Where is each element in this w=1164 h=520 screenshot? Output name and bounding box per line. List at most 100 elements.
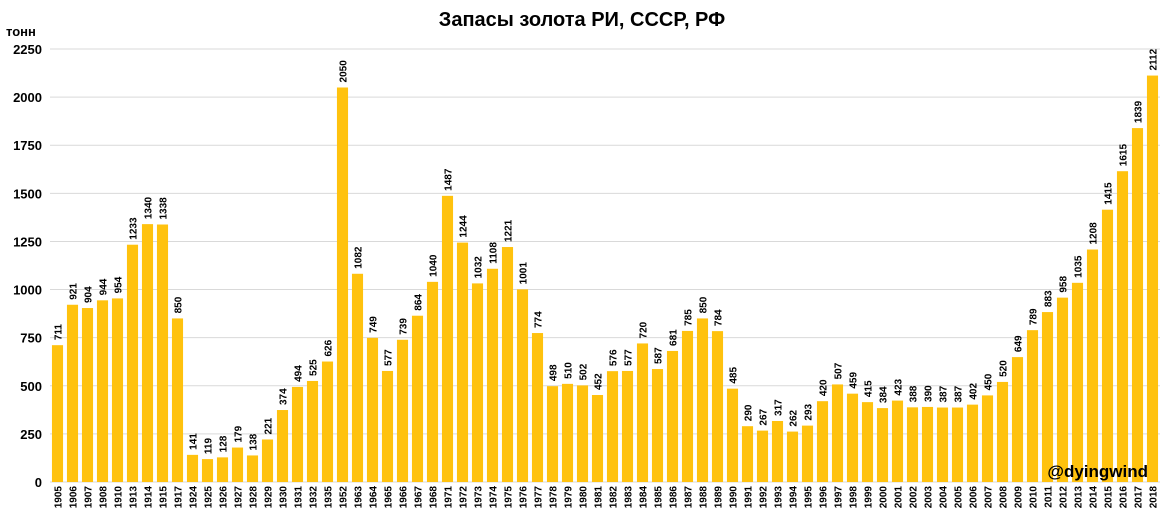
bar — [81, 308, 94, 482]
x-tick-label: 1924 — [189, 486, 200, 509]
bar — [606, 371, 619, 482]
bar — [186, 454, 199, 482]
bar — [1086, 249, 1099, 482]
data-label: 119 — [204, 438, 215, 455]
x-tick-label: 2007 — [984, 486, 995, 509]
data-label: 390 — [924, 385, 935, 402]
x-tick-label: 1983 — [624, 486, 635, 509]
x-tick-label: 2001 — [894, 486, 905, 509]
x-tick-label: 2015 — [1104, 486, 1115, 509]
x-tick-label: 1931 — [294, 486, 305, 509]
bar — [726, 388, 739, 482]
bar — [486, 268, 499, 482]
y-tick-label: 1000 — [13, 283, 42, 298]
data-label: 1233 — [129, 217, 140, 240]
bar — [621, 370, 634, 482]
data-label: 128 — [219, 435, 230, 452]
bar — [1146, 75, 1159, 482]
x-tick-label: 1974 — [489, 486, 500, 509]
bar — [681, 330, 694, 482]
bar — [801, 425, 814, 482]
data-label: 262 — [789, 409, 800, 426]
x-tick-label: 1999 — [864, 486, 875, 509]
bar — [741, 426, 754, 482]
bar — [771, 420, 784, 482]
data-label: 711 — [54, 324, 65, 341]
x-tick-label: 1935 — [324, 486, 335, 509]
bar — [636, 343, 649, 482]
bar — [126, 244, 139, 482]
y-tick-label: 250 — [20, 427, 42, 442]
x-tick-label: 1985 — [654, 486, 665, 509]
data-label: 1615 — [1119, 144, 1130, 167]
bar — [141, 224, 154, 482]
bar — [981, 395, 994, 482]
x-tick-label: 2018 — [1149, 486, 1160, 509]
bar — [261, 439, 274, 482]
bar — [561, 383, 574, 482]
y-axis-label: тонн — [6, 24, 36, 39]
data-label: 789 — [1029, 308, 1040, 325]
x-tick-label: 1928 — [249, 486, 260, 509]
data-label: 450 — [984, 373, 995, 390]
bar — [456, 242, 469, 482]
x-tick-label: 1991 — [744, 486, 755, 509]
x-tick-label: 1992 — [759, 486, 770, 509]
bar — [861, 402, 874, 482]
x-tick-label: 1952 — [339, 486, 350, 509]
bar — [276, 410, 289, 482]
bar — [876, 408, 889, 482]
data-label: 1221 — [504, 219, 515, 242]
x-tick-label: 1927 — [234, 486, 245, 509]
x-tick-label: 1993 — [774, 486, 785, 509]
data-label: 423 — [894, 378, 905, 395]
data-label: 864 — [414, 294, 425, 311]
data-label: 883 — [1044, 290, 1055, 307]
x-tick-label: 1987 — [684, 486, 695, 509]
data-label: 720 — [639, 321, 650, 338]
bar — [396, 339, 409, 482]
data-label: 141 — [189, 433, 200, 450]
x-tick-label: 1997 — [834, 486, 845, 509]
data-label: 1415 — [1104, 182, 1115, 205]
data-label: 1487 — [444, 168, 455, 191]
x-tick-label: 1971 — [444, 486, 455, 509]
data-label: 587 — [654, 347, 665, 364]
bar — [1041, 312, 1054, 482]
x-tick-label: 2003 — [924, 486, 935, 509]
y-tick-label: 500 — [20, 379, 42, 394]
data-label: 850 — [174, 296, 185, 313]
y-tick-label: 0 — [35, 475, 42, 490]
data-label: 485 — [729, 367, 740, 384]
data-label: 749 — [369, 316, 380, 333]
x-tick-label: 1913 — [129, 486, 140, 509]
bar — [66, 304, 79, 482]
data-label: 785 — [684, 309, 695, 326]
data-label: 502 — [579, 363, 590, 380]
data-label: 1001 — [519, 262, 530, 285]
data-label: 850 — [699, 296, 710, 313]
y-tick-label: 750 — [20, 331, 42, 346]
bar — [156, 224, 169, 482]
y-tick-label: 1750 — [13, 138, 42, 153]
data-label: 267 — [759, 408, 770, 425]
x-tick-label: 2017 — [1134, 486, 1145, 509]
bar — [96, 300, 109, 482]
data-label: 904 — [84, 286, 95, 303]
x-tick-label: 1989 — [714, 486, 725, 509]
data-label: 774 — [534, 311, 545, 328]
x-tick-label: 1915 — [159, 486, 170, 509]
data-label: 2112 — [1149, 48, 1160, 70]
x-tick-label: 2006 — [969, 486, 980, 509]
bar — [846, 393, 859, 482]
x-tick-label: 1979 — [564, 486, 575, 509]
x-tick-label: 1964 — [369, 486, 380, 509]
bar — [381, 370, 394, 482]
bar — [711, 331, 724, 482]
bar — [756, 430, 769, 482]
bar — [1131, 128, 1144, 482]
data-label: 1244 — [459, 215, 470, 238]
bar — [321, 361, 334, 482]
data-label: 384 — [879, 386, 890, 403]
